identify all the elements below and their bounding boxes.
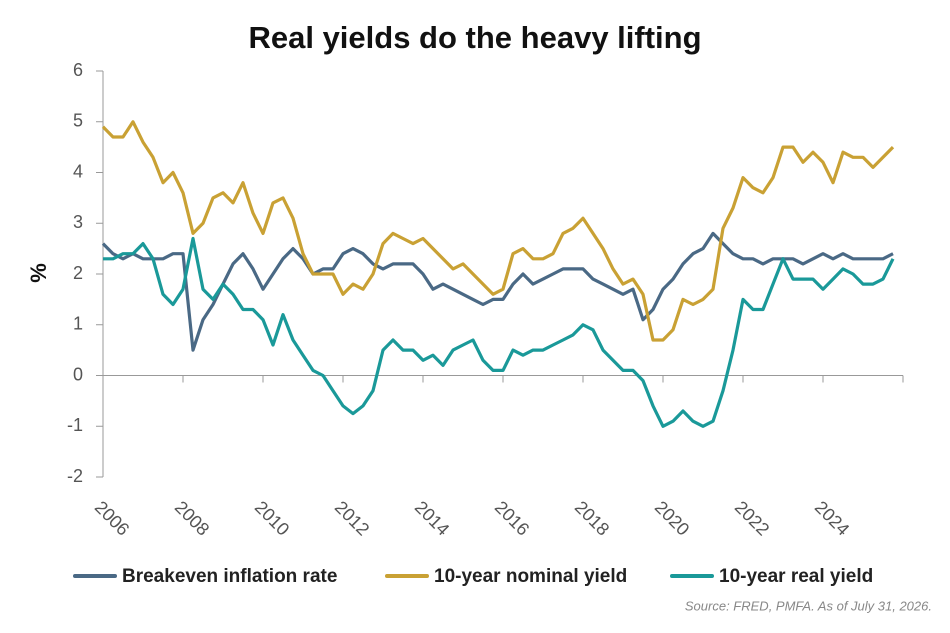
x-tick-label: 2008 <box>171 497 213 539</box>
legend-label: 10-year real yield <box>719 566 873 587</box>
series-line <box>103 236 895 428</box>
y-tick-label: 0 <box>73 364 83 384</box>
x-tick-label: 2014 <box>411 497 453 539</box>
legend-label: 10-year nominal yield <box>434 566 627 587</box>
x-tick-label: 2018 <box>571 497 613 539</box>
y-axis-label: % <box>26 263 51 283</box>
y-tick-label: -1 <box>67 415 83 435</box>
x-tick-label: 2010 <box>251 497 293 539</box>
x-tick-label: 2016 <box>491 497 533 539</box>
legend-label: Breakeven inflation rate <box>122 566 337 587</box>
y-tick-label: 3 <box>73 212 83 232</box>
y-tick-label: 5 <box>73 111 83 131</box>
x-tick-label: 2012 <box>331 497 373 539</box>
x-tick-label: 2006 <box>91 497 133 539</box>
x-tick-label: 2024 <box>811 497 853 539</box>
series-line <box>101 231 894 352</box>
y-tick-label: -2 <box>67 466 83 486</box>
chart-title: Real yields do the heavy lifting <box>248 20 701 55</box>
y-tick-label: 6 <box>73 60 83 80</box>
y-tick-label: 4 <box>73 161 83 181</box>
source-note: Source: FRED, PMFA. As of July 31, 2026. <box>685 598 932 613</box>
x-tick-label: 2020 <box>651 497 693 539</box>
y-tick-label: 1 <box>73 314 83 334</box>
y-tick-label: 2 <box>73 263 83 283</box>
x-tick-label: 2022 <box>731 497 773 539</box>
series-line <box>101 120 895 342</box>
